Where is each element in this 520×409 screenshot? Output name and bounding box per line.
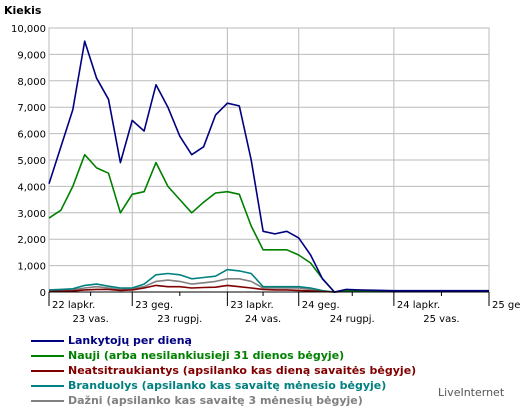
y-axis-title: Kiekis <box>4 4 42 17</box>
x-tick-label: 24 vas. <box>245 314 281 325</box>
legend-label: Neatsitraukiantys (apsilanko kas dieną s… <box>68 364 417 377</box>
series-line <box>48 40 489 293</box>
y-tick-label: 4,000 <box>17 182 46 193</box>
x-tick-label: 25 geg. <box>492 300 520 311</box>
y-tick-label: 5,000 <box>17 156 46 167</box>
legend-item: Neatsitraukiantys (apsilanko kas dieną s… <box>0 364 440 378</box>
x-tick-label: 23 lapkr. <box>230 300 273 311</box>
y-tick-label: 7,000 <box>17 103 46 114</box>
x-tick-label: 24 lapkr. <box>397 300 440 311</box>
x-tick-label: 23 vas. <box>72 314 108 325</box>
y-tick-label: 10,000 <box>11 24 46 35</box>
legend-item: Dažni (apsilanko kas savaitę 3 mėnesių b… <box>0 394 440 408</box>
y-tick-label: 3,000 <box>17 209 46 220</box>
x-tick-label: 23 geg. <box>135 300 173 311</box>
y-tick-label: 8,000 <box>17 77 46 88</box>
legend-swatch <box>31 340 64 342</box>
x-tick-label: 25 vas. <box>423 314 459 325</box>
x-tick-label: 22 lapkr. <box>52 300 95 311</box>
legend-label: Nauji (arba nesilankiusieji 31 dienos bė… <box>68 349 345 362</box>
chart: Kiekis 0 1,000 2,000 3,000 4,000 5,000 6,000 7,0… <box>4 4 520 325</box>
y-tick-label: 9,000 <box>17 50 46 61</box>
legend: Lankytojų per dieną Nauji (arba nesilank… <box>0 334 440 409</box>
watermark: LiveInternet <box>438 386 505 399</box>
legend-item: Lankytojų per dieną <box>0 334 440 348</box>
legend-label: Dažni (apsilanko kas savaitę 3 mėnesių b… <box>68 394 363 407</box>
y-tick-label: 0 <box>40 288 46 299</box>
y-tick-label: 1,000 <box>17 262 46 273</box>
legend-swatch <box>31 370 64 372</box>
legend-swatch <box>31 400 64 402</box>
y-tick-label: 6,000 <box>17 130 46 141</box>
legend-label: Branduolys (apsilanko kas savaitę mėnesi… <box>68 379 387 392</box>
y-tick-label: 2,000 <box>17 235 46 246</box>
legend-item: Branduolys (apsilanko kas savaitę mėnesi… <box>0 379 440 393</box>
x-tick-label: 24 geg. <box>302 300 340 311</box>
legend-item: Nauji (arba nesilankiusieji 31 dienos bė… <box>0 349 440 363</box>
x-tick-label: 24 rugpj. <box>330 314 375 325</box>
legend-label: Lankytojų per dieną <box>68 334 192 347</box>
x-tick-label: 23 rugpj. <box>157 314 202 325</box>
legend-swatch <box>31 385 64 387</box>
legend-swatch <box>31 355 64 357</box>
